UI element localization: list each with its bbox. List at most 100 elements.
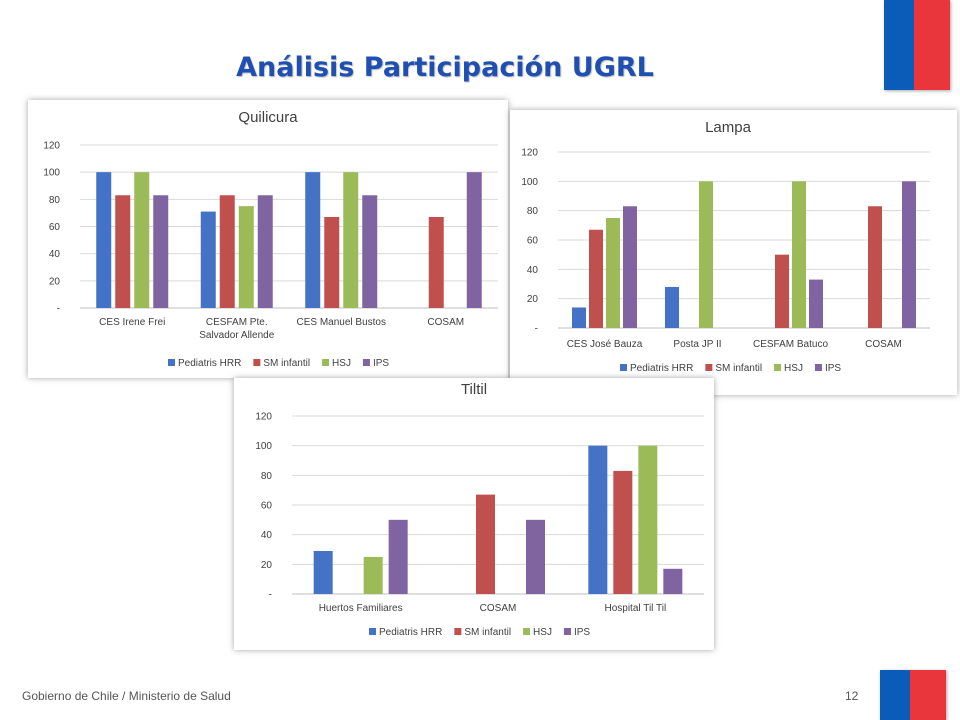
category-label-line: CES Manuel Bustos bbox=[297, 317, 387, 328]
flag-blue-stripe bbox=[884, 0, 914, 90]
chile-flag-logo-top bbox=[884, 0, 950, 90]
slide-title: Análisis Participación UGRL bbox=[236, 52, 654, 83]
legend-label: SM infantil bbox=[464, 627, 511, 638]
y-tick-label: 120 bbox=[43, 141, 60, 152]
legend-label: HSJ bbox=[332, 358, 351, 369]
flag-blue-stripe bbox=[880, 670, 910, 720]
legend-label: HSJ bbox=[784, 363, 803, 374]
chile-flag-logo-bottom bbox=[880, 670, 946, 720]
legend-swatch bbox=[620, 364, 627, 371]
y-tick-label: 100 bbox=[521, 177, 538, 188]
chart-lampa: Lampa - 20 40 60 80 100 120 CES José Bauza Posta … bbox=[510, 110, 957, 395]
bar-pediatris-hrr bbox=[588, 445, 608, 594]
flag-red-stripe bbox=[914, 0, 950, 90]
chart-tiltil-svg: Tiltil - 20 40 60 80 100 120 Huertos Familiares C… bbox=[255, 381, 704, 638]
category-label-line: Posta JP II bbox=[673, 339, 721, 350]
category-label-line: Hospital Til Til bbox=[604, 603, 666, 614]
legend-swatch bbox=[362, 359, 370, 366]
chart-title: Lampa bbox=[705, 119, 752, 136]
bar-pediatris-hrr bbox=[200, 211, 216, 308]
legend-swatch bbox=[705, 364, 713, 371]
bar-pediatris-hrr bbox=[572, 307, 586, 328]
bar-hsj bbox=[638, 445, 658, 594]
category-label-line: CES Irene Frei bbox=[99, 317, 165, 328]
bar-sm-infantil bbox=[868, 206, 882, 328]
y-tick-label: 60 bbox=[261, 501, 273, 512]
bar-ips bbox=[153, 195, 169, 308]
bar-sm-infantil bbox=[476, 494, 495, 594]
category-label: Hospital Til Til bbox=[604, 603, 666, 614]
y-tick-label: 40 bbox=[49, 249, 61, 260]
y-tick-label: 80 bbox=[261, 471, 273, 482]
chart-quilicura: Quilicura - 20 40 60 80 100 120 CES Irene Frei CE… bbox=[28, 100, 508, 378]
category-label: CESFAM Pte. Salvador Allende bbox=[199, 317, 274, 341]
legend-label: IPS bbox=[825, 363, 841, 374]
legend-label: IPS bbox=[373, 358, 389, 369]
bar-hsj bbox=[792, 181, 806, 328]
legend-swatch bbox=[814, 364, 822, 371]
category-label: Posta JP II bbox=[673, 339, 721, 350]
y-tick-label: - bbox=[57, 304, 60, 315]
category-label: COSAM bbox=[480, 603, 517, 614]
category-label-line: COSAM bbox=[427, 317, 464, 328]
bar-hsj bbox=[363, 556, 383, 594]
y-tick-label: 60 bbox=[527, 236, 539, 247]
bar-sm-infantil bbox=[324, 216, 340, 308]
legend-label: IPS bbox=[574, 627, 590, 638]
category-label-line: CES José Bauza bbox=[567, 339, 643, 350]
legend-swatch bbox=[563, 628, 571, 635]
legend-label: Pediatris HRR bbox=[178, 358, 241, 369]
y-tick-label: 120 bbox=[521, 148, 538, 159]
legend-swatch bbox=[168, 359, 175, 366]
y-tick-label: 100 bbox=[43, 168, 60, 179]
category-label-line: Salvador Allende bbox=[199, 330, 274, 341]
bar-hsj bbox=[238, 206, 254, 308]
category-label: COSAM bbox=[427, 317, 464, 328]
y-tick-label: 100 bbox=[255, 441, 272, 452]
bar-pediatris-hrr bbox=[313, 550, 333, 594]
chart-lampa-svg: Lampa - 20 40 60 80 100 120 CES José Bauza Posta … bbox=[521, 119, 930, 374]
bar-ips bbox=[388, 519, 408, 594]
bar-ips bbox=[466, 172, 482, 308]
bar-ips bbox=[362, 195, 378, 308]
category-label: CESFAM Batuco bbox=[753, 339, 828, 350]
bar-sm-infantil bbox=[613, 470, 633, 594]
legend-label: HSJ bbox=[533, 627, 552, 638]
bar-pediatris-hrr bbox=[96, 172, 112, 308]
category-label-line: COSAM bbox=[865, 339, 902, 350]
flag-red-stripe bbox=[910, 670, 946, 720]
bar-ips bbox=[623, 206, 637, 328]
footer-text: Gobierno de Chile / Ministerio de Salud bbox=[22, 689, 231, 703]
bar-pediatris-hrr bbox=[665, 286, 679, 328]
bar-sm-infantil bbox=[219, 195, 235, 308]
bar-sm-infantil bbox=[775, 254, 789, 328]
bar-sm-infantil bbox=[589, 229, 603, 328]
y-tick-label: 20 bbox=[527, 294, 539, 305]
legend-swatch bbox=[774, 364, 782, 371]
y-tick-label: 80 bbox=[49, 195, 61, 206]
bar-sm-infantil bbox=[428, 216, 444, 308]
legend-swatch bbox=[369, 628, 376, 635]
bar-hsj bbox=[699, 181, 713, 328]
y-tick-label: 20 bbox=[49, 276, 61, 287]
page-number: 12 bbox=[845, 689, 859, 703]
category-label-line: CESFAM Batuco bbox=[753, 339, 828, 350]
bar-hsj bbox=[343, 172, 359, 308]
category-label: CES José Bauza bbox=[567, 339, 643, 350]
category-label: CES Manuel Bustos bbox=[297, 317, 387, 328]
legend-label: SM infantil bbox=[263, 358, 310, 369]
y-tick-label: 60 bbox=[49, 222, 61, 233]
bar-hsj bbox=[134, 172, 150, 308]
y-tick-label: 40 bbox=[261, 530, 273, 541]
bar-pediatris-hrr bbox=[305, 172, 321, 308]
chart-quilicura-svg: Quilicura - 20 40 60 80 100 120 CES Irene Frei CE… bbox=[43, 109, 498, 369]
category-label-line: CESFAM Pte. bbox=[206, 317, 268, 328]
category-label: Huertos Familiares bbox=[319, 603, 403, 614]
legend-label: Pediatris HRR bbox=[379, 627, 442, 638]
chart-title: Tiltil bbox=[461, 381, 487, 398]
y-tick-label: 40 bbox=[527, 265, 539, 276]
legend-swatch bbox=[253, 359, 261, 366]
bar-sm-infantil bbox=[115, 195, 131, 308]
chart-tiltil: Tiltil - 20 40 60 80 100 120 Huertos Familiares C… bbox=[234, 378, 714, 650]
y-tick-label: - bbox=[269, 590, 272, 601]
